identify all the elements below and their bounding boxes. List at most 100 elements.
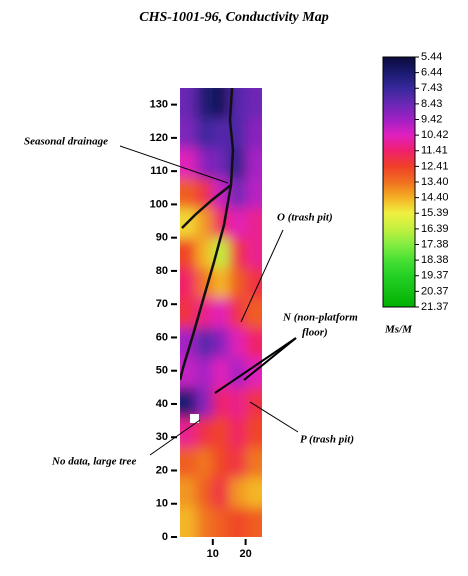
heat-cell (229, 117, 247, 149)
heat-cell (245, 117, 262, 149)
colorbar-label: 12.41 (421, 160, 449, 172)
heat-cell (180, 477, 197, 508)
y-tick-label: 130 (150, 99, 168, 111)
heat-cell (180, 88, 197, 119)
colorbar-label: 13.40 (421, 176, 449, 188)
heat-cell (196, 177, 214, 209)
y-tick-label: 40 (156, 398, 168, 410)
heat-cell (196, 117, 214, 149)
heat-cell (180, 177, 197, 209)
plot-area (180, 88, 262, 537)
y-tick-label: 0 (162, 531, 168, 543)
colorbar-label: 6.44 (421, 67, 442, 79)
heat-cell (229, 297, 247, 328)
heat-cell (196, 357, 214, 388)
heat-cell (245, 507, 262, 537)
annotation: N (non-platform (282, 312, 358, 324)
heat-cell (196, 507, 214, 537)
heat-cell (212, 507, 230, 537)
heat-cell (245, 447, 262, 478)
colorbar-label: 10.42 (421, 129, 449, 141)
colorbar-label: 20.37 (421, 285, 449, 297)
y-tick-label: 60 (156, 331, 168, 343)
heat-cell (229, 327, 247, 358)
heat-cell (229, 237, 247, 269)
heat-cell (229, 507, 247, 537)
heat-cell (196, 327, 214, 358)
y-tick-label: 20 (156, 464, 168, 476)
heat-cell (196, 207, 214, 239)
heat-cell (212, 237, 230, 269)
heat-cell (229, 447, 247, 478)
heat-cell (180, 297, 197, 328)
heat-cell (196, 447, 214, 478)
heat-cell (229, 387, 247, 418)
annotation: No data, large tree (51, 456, 136, 468)
colorbar-label: 7.43 (421, 82, 442, 94)
heat-cell (196, 477, 214, 508)
heat-cell (212, 327, 230, 358)
heat-cell (180, 237, 197, 269)
heat-cell (180, 447, 197, 478)
y-tick-label: 70 (156, 298, 168, 310)
x-tick-label: 20 (239, 548, 251, 560)
colorbar-label: 16.39 (421, 223, 449, 235)
heat-cell (245, 237, 262, 269)
drainage-branch (181, 184, 232, 229)
annotation: floor) (302, 327, 328, 339)
heat-cell (196, 387, 214, 418)
y-tick-label: 30 (156, 431, 168, 443)
heat-cell (180, 207, 197, 239)
heat-cell (212, 117, 230, 149)
colorbar-label: 5.44 (421, 51, 442, 63)
heat-cell (196, 237, 214, 269)
heat-cell (245, 387, 262, 418)
colorbar-label: 19.37 (421, 270, 449, 282)
y-tick-label: 90 (156, 232, 168, 244)
heat-cell (245, 327, 262, 358)
y-tick-label: 100 (150, 198, 168, 210)
heat-cell (212, 477, 230, 508)
heat-cell (245, 177, 262, 209)
colorbar-label: 21.37 (421, 301, 449, 313)
pointer (240, 229, 284, 323)
heat-cell (212, 88, 230, 119)
y-tick-label: 80 (156, 265, 168, 277)
colorbar-label: 17.38 (421, 238, 449, 250)
heat-cell (212, 387, 230, 418)
heat-cell (245, 147, 262, 179)
chart-title: CHS-1001-96, Conductivity Map (139, 10, 328, 25)
heat-cell (180, 387, 197, 418)
y-tick-label: 50 (156, 365, 168, 377)
heat-cell (229, 267, 247, 299)
heat-cell (180, 507, 197, 537)
heat-cell (196, 88, 214, 119)
heat-cell (196, 417, 214, 448)
colorbar-label: 8.43 (421, 98, 442, 110)
heat-cell (229, 207, 247, 239)
heat-cell (196, 147, 214, 179)
heat-cell (180, 117, 197, 149)
heat-cell (212, 447, 230, 478)
heat-cell (229, 417, 247, 448)
colorbar-label: 14.40 (421, 192, 449, 204)
heat-cell (212, 357, 230, 388)
heat-cell (229, 177, 247, 209)
heat-cell (245, 417, 262, 448)
colorbar-unit: Ms/M (384, 324, 413, 336)
heat-cell (212, 417, 230, 448)
annotation: P (trash pit) (300, 434, 354, 446)
heat-cell (229, 477, 247, 508)
heat-cell (245, 477, 262, 508)
colorbar-label: 11.41 (421, 145, 448, 157)
overlay (119, 88, 299, 456)
heat-cell (245, 88, 262, 119)
y-tick-label: 10 (156, 498, 168, 510)
heat-cell (229, 88, 247, 119)
pointer (243, 337, 297, 381)
heat-cell (245, 267, 262, 299)
colorbar-label: 9.42 (421, 113, 442, 125)
y-tick-label: 110 (150, 165, 168, 177)
pointer (249, 401, 299, 433)
